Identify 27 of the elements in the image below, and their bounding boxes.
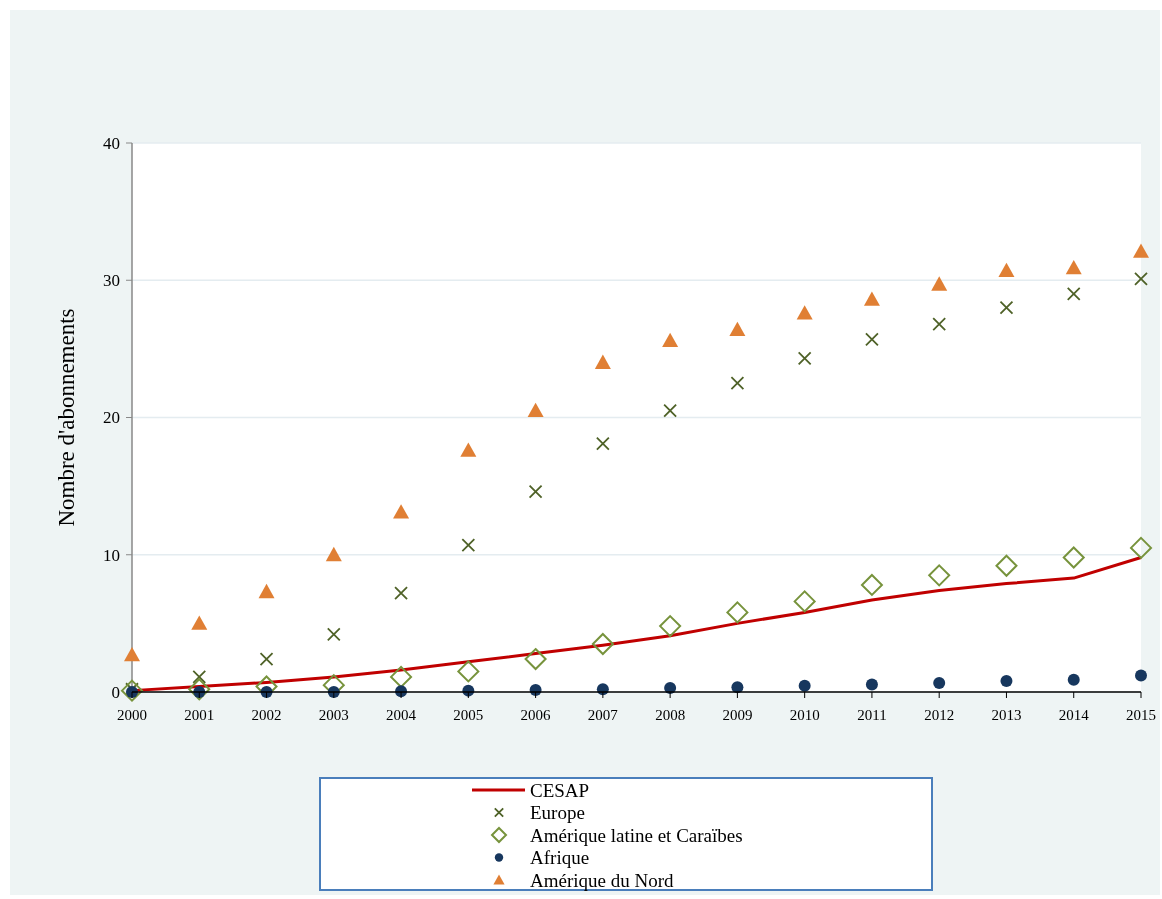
- x-tick-label: 2003: [318, 707, 349, 723]
- y-tick-label: 40: [103, 133, 120, 153]
- y-axis-title: Nombre d'abonnements: [54, 308, 79, 527]
- x-tick-label: 2015: [1126, 707, 1156, 723]
- x-tick-label: 2010: [789, 707, 820, 723]
- y-tick-label: 10: [103, 545, 120, 565]
- x-tick-label: 2000: [117, 707, 147, 723]
- x-tick-label: 2005: [453, 707, 484, 723]
- legend-label: Amérique latine et Caraïbes: [530, 824, 743, 846]
- y-tick-label: 30: [103, 271, 120, 291]
- x-tick-label: 2013: [991, 707, 1022, 723]
- x-tick-label: 2008: [655, 707, 686, 723]
- legend-label: Amérique du Nord: [530, 869, 675, 891]
- y-tick-label: 20: [103, 408, 120, 428]
- y-tick-label: 0: [111, 682, 120, 702]
- legend-label: CESAP: [530, 779, 590, 801]
- x-tick-label: 2007: [587, 707, 619, 723]
- x-tick-label: 2002: [251, 707, 282, 723]
- x-tick-label: 2001: [184, 707, 215, 723]
- x-tick-label: 2006: [520, 707, 552, 723]
- x-tick-label: 2012: [924, 707, 955, 723]
- legend-label: Afrique: [530, 847, 590, 869]
- x-tick-label: 2004: [386, 707, 417, 723]
- x-tick-label: 2011: [857, 707, 887, 723]
- legend-label: Europe: [530, 802, 585, 824]
- x-tick-label: 2014: [1058, 707, 1090, 723]
- x-tick-label: 2009: [722, 707, 753, 723]
